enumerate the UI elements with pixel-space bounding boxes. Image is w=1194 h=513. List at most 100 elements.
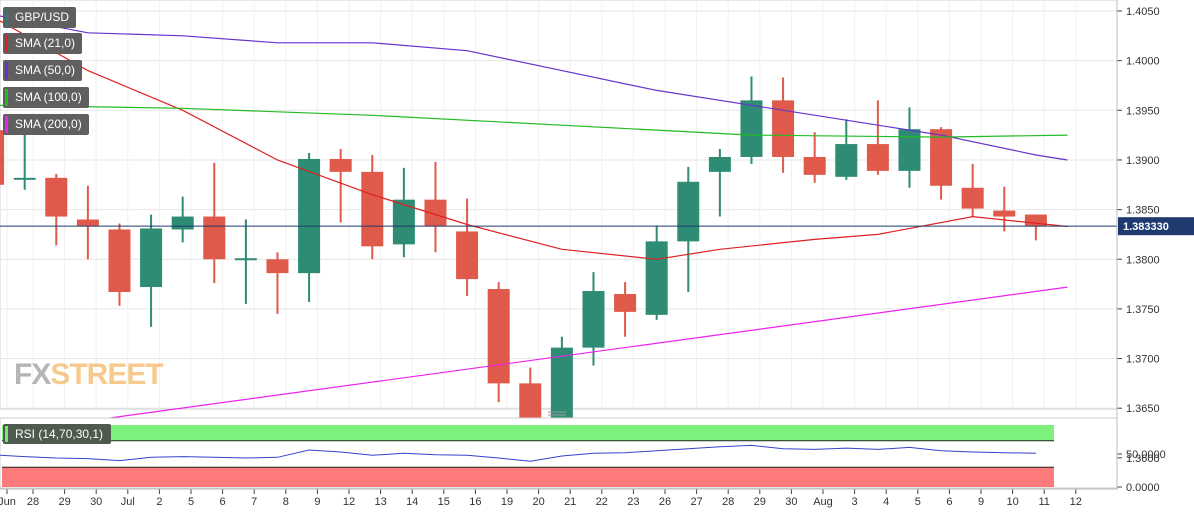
x-tick-label: 4 [883, 496, 889, 508]
last-price-label: 1.383330 [1123, 221, 1169, 233]
legend-sma50[interactable]: SMA (50,0) [3, 60, 83, 81]
y-tick-label: 1.3600 [1126, 453, 1160, 465]
x-tick-label: 15 [438, 496, 450, 508]
x-tick-label: 21 [564, 496, 576, 508]
candle [45, 173, 68, 246]
x-tick-label: 5 [188, 496, 194, 508]
candle-body [108, 229, 131, 293]
legend-swatch [5, 35, 8, 52]
candle-body [993, 210, 1016, 217]
candle-body [708, 156, 731, 172]
legend-rsi[interactable]: RSI (14,70,30,1) [3, 424, 112, 444]
x-tick-label: 3 [852, 496, 858, 508]
x-tick-label: 29 [754, 496, 766, 508]
candle [108, 223, 131, 306]
x-tick-label: 12 [1070, 496, 1082, 508]
candle [361, 154, 384, 260]
candle-body [582, 291, 605, 348]
x-tick-label: 6 [220, 496, 226, 508]
fxstreet-logo: FXSTREET [14, 358, 164, 392]
y-tick-label: 1.3900 [1126, 155, 1160, 167]
candle-body [298, 158, 321, 274]
x-tick-label: 16 [469, 496, 481, 508]
candle-body [740, 100, 763, 157]
candle [866, 100, 889, 175]
candle-body [203, 216, 226, 260]
candle-body [550, 347, 573, 431]
candle-body [866, 144, 889, 171]
candle [898, 107, 921, 188]
x-tick-label: 6 [946, 496, 952, 508]
logo-street: STREET [50, 358, 163, 391]
candle [392, 167, 415, 258]
legend-sma21[interactable]: SMA (21,0) [3, 33, 83, 54]
candle-body [392, 199, 415, 245]
rsi-y-tick-label: 0.0000 [1126, 482, 1160, 494]
y-tick-label: 1.3950 [1126, 105, 1160, 117]
candle [993, 186, 1016, 232]
x-tick-label: 22 [596, 496, 608, 508]
candle-body [266, 259, 289, 274]
price-panel [0, 0, 1118, 410]
candle-body [677, 181, 700, 242]
y-tick-label: 1.4000 [1126, 56, 1160, 68]
x-tick-label: 30 [90, 496, 102, 508]
y-tick-label: 1.3800 [1126, 254, 1160, 266]
legend-swatch [5, 62, 8, 79]
candle-body [930, 129, 953, 186]
candle [0, 130, 5, 185]
y-tick-label: 1.3850 [1126, 205, 1160, 217]
x-tick-label: 13 [374, 496, 386, 508]
x-tick-label: 9 [978, 496, 984, 508]
candle [424, 161, 447, 253]
last-price-tag [1118, 217, 1194, 236]
candle [1024, 214, 1047, 241]
rsi-y-tick-label: 50.0000 [1126, 449, 1166, 461]
x-tick-label: 2 [156, 496, 162, 508]
legend-swatch [5, 9, 8, 26]
candle [614, 282, 637, 337]
candle-body [1024, 214, 1047, 227]
x-tick-label: Aug [813, 496, 833, 508]
candle-body [835, 144, 858, 177]
x-tick-label: 9 [314, 496, 320, 508]
legend-label-gbpusd: GBP/USD [15, 10, 70, 24]
candle [456, 198, 479, 296]
candle [266, 252, 289, 314]
candle-body [487, 289, 510, 384]
sma-line [0, 286, 1068, 434]
x-tick-label: 30 [785, 496, 797, 508]
x-tick-label: 28 [722, 496, 734, 508]
candle-body [329, 158, 352, 172]
legend-sma100[interactable]: SMA (100,0) [3, 87, 89, 108]
y-tick-label: 1.3650 [1126, 403, 1160, 415]
candle-body [361, 171, 384, 247]
x-tick-label: Jun [0, 496, 16, 508]
candle-body [140, 228, 163, 288]
candle-body [772, 100, 795, 157]
candle [835, 119, 858, 180]
y-tick-label: 1.4050 [1126, 6, 1160, 18]
candle-body [645, 241, 668, 315]
candle-body [171, 216, 194, 230]
candle [645, 225, 668, 320]
candle [203, 162, 226, 284]
candle [487, 282, 510, 403]
candle [961, 163, 984, 217]
legend-gbpusd[interactable]: GBP/USD [3, 7, 77, 28]
candle-body [76, 219, 99, 227]
legend-swatch [5, 89, 8, 106]
x-tick-label: 14 [406, 496, 418, 508]
candle-body [961, 187, 984, 209]
y-tick-label: 1.3700 [1126, 354, 1160, 366]
candle [772, 77, 795, 173]
candle-body [898, 129, 921, 171]
x-tick-label: 27 [690, 496, 702, 508]
candle-body [234, 258, 257, 261]
legend-sma200[interactable]: SMA (200,0) [3, 114, 89, 135]
sma-line [0, 20, 1068, 260]
candle [234, 219, 257, 304]
candle-body [614, 294, 637, 312]
sma-line [0, 104, 1068, 138]
